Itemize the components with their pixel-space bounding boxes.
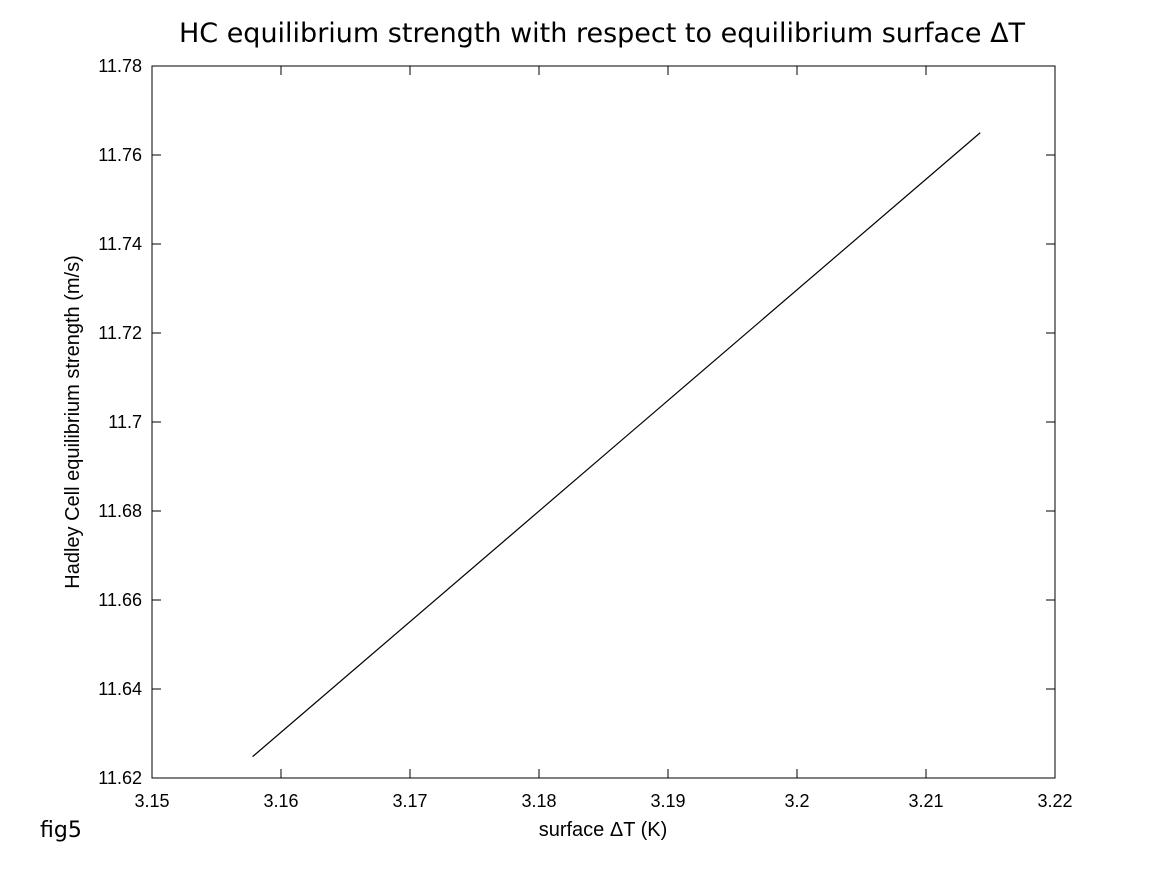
y-tick-label: 11.72 xyxy=(98,323,142,343)
series-line xyxy=(252,132,981,758)
plot-area xyxy=(151,65,1056,779)
y-tick-label: 11.62 xyxy=(98,768,142,788)
y-tick-label: 11.78 xyxy=(98,56,142,76)
figure-label: fig5 xyxy=(40,818,82,843)
y-tick-label: 11.68 xyxy=(98,501,142,521)
x-tick-label: 3.18 xyxy=(521,791,556,811)
x-tick-label: 3.21 xyxy=(908,791,943,811)
y-tick-label: 11.66 xyxy=(98,590,142,610)
x-tick-label: 3.16 xyxy=(263,791,298,811)
y-tick-label: 11.74 xyxy=(98,234,142,254)
y-tick-label: 11.7 xyxy=(108,412,142,432)
y-tick-label: 11.76 xyxy=(98,145,142,165)
y-tick-label: 11.64 xyxy=(98,679,142,699)
x-tick-label: 3.15 xyxy=(134,791,169,811)
y-axis-label: Hadley Cell equilibrium strength (m/s) xyxy=(62,255,84,588)
y-axis: 11.62 11.64 11.66 11.68 11.7 11.72 11.74 11.76 1… xyxy=(98,56,1055,788)
x-tick-label: 3.19 xyxy=(650,791,685,811)
x-tick-label: 3.22 xyxy=(1037,791,1072,811)
x-tick-label: 3.2 xyxy=(784,791,809,811)
x-tick-label: 3.17 xyxy=(392,791,427,811)
chart-title: HC equilibrium strength with respect to … xyxy=(179,18,1026,49)
x-axis: 3.15 3.16 3.17 3.18 3.19 3.2 3.21 3.22 xyxy=(134,66,1073,811)
series-group xyxy=(252,132,981,758)
x-axis-label: surface ΔT (K) xyxy=(539,819,668,841)
